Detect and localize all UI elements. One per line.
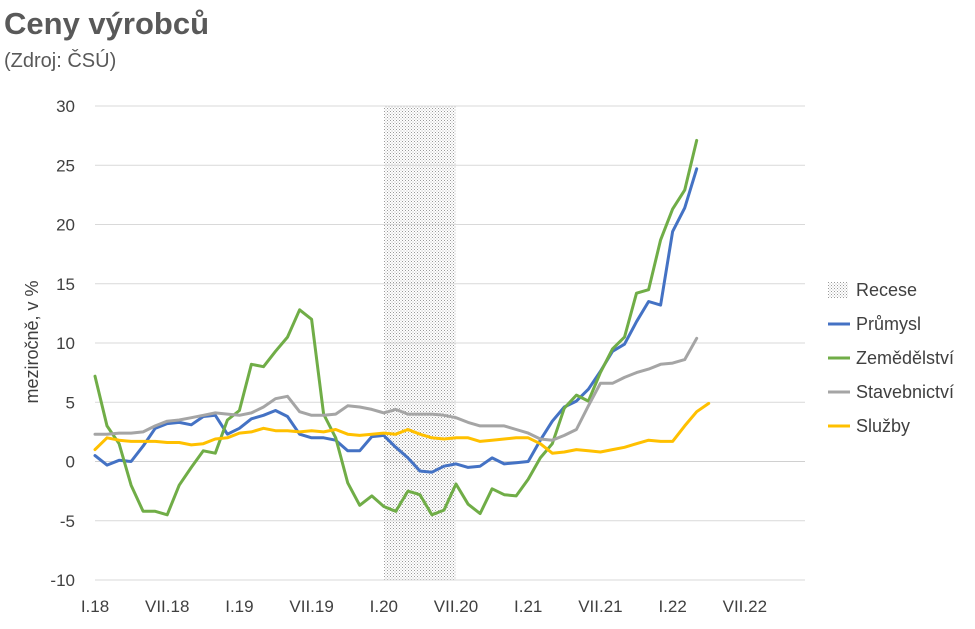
legend-label-zemedelstvi: Zemědělství <box>856 348 954 368</box>
x-tick-label: VII.21 <box>578 597 622 616</box>
x-tick-label: VII.18 <box>145 597 189 616</box>
chart-subtitle: (Zdroj: ČSÚ) <box>4 50 117 72</box>
series-line-prumysl <box>93 167 699 474</box>
y-tick-label: 5 <box>66 393 75 412</box>
legend-label-recese: Recese <box>856 280 917 300</box>
x-tick-label: I.21 <box>514 597 542 616</box>
y-tick-label: 15 <box>56 275 75 294</box>
legend-swatch-recese <box>828 282 848 298</box>
x-tick-label: I.20 <box>370 597 398 616</box>
y-tick-label: 0 <box>66 453 75 472</box>
y-tick-label: -5 <box>60 512 75 531</box>
chart-title: Ceny výrobců <box>4 6 210 41</box>
x-tick-label: I.22 <box>658 597 686 616</box>
series-line-sluzby <box>93 401 711 455</box>
y-axis-label: meziročně, v % <box>22 280 42 403</box>
x-tick-label: VII.19 <box>289 597 333 616</box>
x-tick-label: I.18 <box>81 597 109 616</box>
y-tick-label: 25 <box>56 156 75 175</box>
y-tick-label: 10 <box>56 334 75 353</box>
y-tick-label: 20 <box>56 216 75 235</box>
x-tick-label: I.19 <box>225 597 253 616</box>
legend-label-sluzby: Služby <box>856 416 910 436</box>
series-line-zemedelstvi <box>93 138 699 517</box>
series-line-stavebnictvi <box>93 336 699 442</box>
x-tick-label: VII.20 <box>434 597 478 616</box>
legend-label-prumysl: Průmysl <box>856 314 921 334</box>
y-tick-label: 30 <box>56 97 75 116</box>
y-tick-label: -10 <box>50 571 75 590</box>
legend-label-stavebnictvi: Stavebnictví <box>856 382 954 402</box>
x-tick-label: VII.22 <box>723 597 767 616</box>
